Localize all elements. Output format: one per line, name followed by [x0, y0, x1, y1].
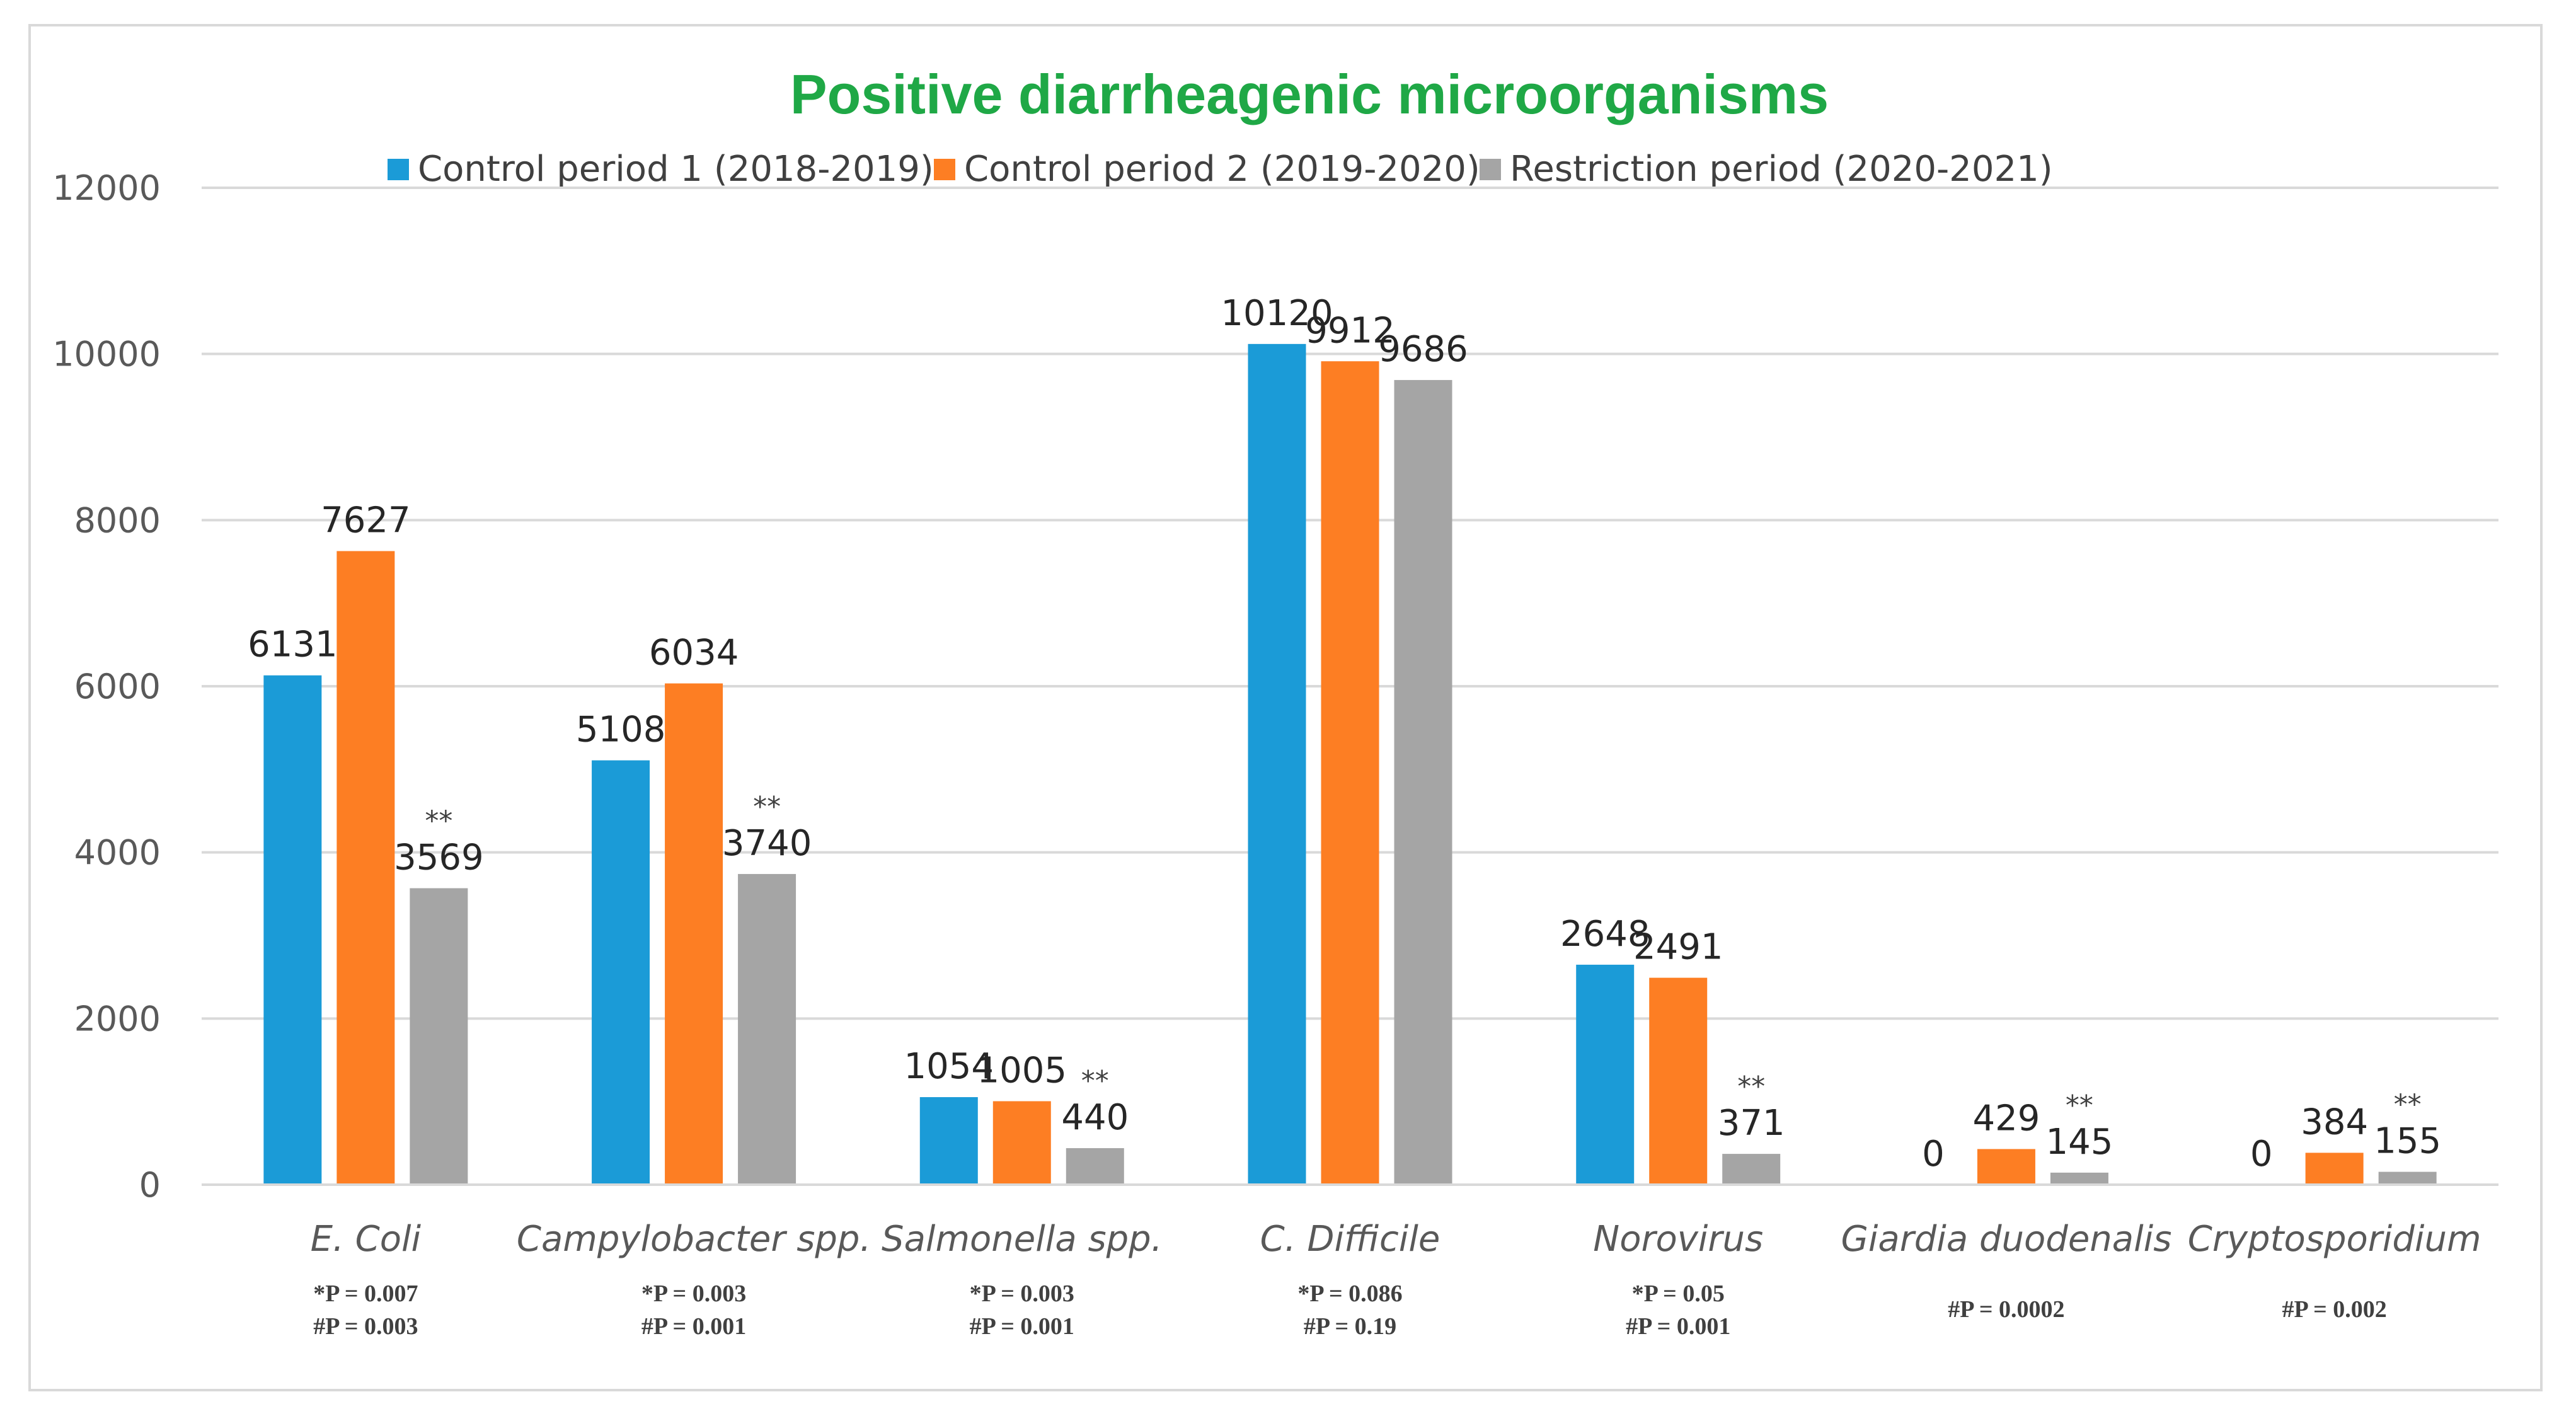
bar-campylobacter-spp-s2 — [665, 683, 723, 1185]
data-labels: 613176273569**510860343740**10541005440*… — [248, 293, 2441, 1175]
data-label: 155 — [2374, 1121, 2441, 1162]
data-label: 429 — [1972, 1098, 2040, 1139]
p-value-label: *P = 0.086 — [1297, 1280, 1402, 1307]
category-label: Campylobacter spp. — [517, 1219, 871, 1260]
bar-c-difficile-s3 — [1394, 380, 1452, 1185]
legend: Control period 1 (2018-2019) Control peri… — [388, 149, 2053, 190]
p-value-label: #P = 0.19 — [1304, 1313, 1396, 1340]
category-label: Giardia duodenalis — [1841, 1219, 2171, 1260]
x-axis: E. Coli *P = 0.007 #P = 0.003 Campylobacter… — [202, 1183, 2498, 1340]
p-value-label: *P = 0.05 — [1632, 1280, 1725, 1307]
bar-giardia-duodenalis-s2 — [1977, 1149, 2035, 1185]
bar-salmonella-spp-s1 — [919, 1097, 978, 1185]
data-label: 145 — [2045, 1122, 2113, 1163]
bar-campylobacter-spp-s1 — [592, 760, 650, 1185]
p-value-label: #P = 0.003 — [313, 1313, 418, 1340]
p-value-label: #P = 0.001 — [1626, 1313, 1730, 1340]
bar-campylobacter-spp-s3 — [738, 873, 796, 1185]
p-value-label: #P = 0.001 — [641, 1313, 746, 1340]
y-tick-label: 8000 — [74, 500, 161, 540]
p-value-label: *P = 0.003 — [970, 1280, 1074, 1307]
data-label: 0 — [2250, 1134, 2273, 1175]
significance-marker: ** — [753, 791, 781, 823]
legend-label: Restriction period (2020-2021) — [1510, 149, 2053, 190]
data-label: 7627 — [321, 500, 411, 541]
data-label: 10120 — [1221, 293, 1333, 334]
y-tick-label: 6000 — [74, 667, 161, 706]
category-label: Norovirus — [1593, 1219, 1763, 1260]
data-label: 6034 — [649, 633, 739, 674]
data-label: 6131 — [248, 624, 338, 665]
legend-swatch-restriction-period-2020-2021 — [1480, 159, 1501, 180]
data-label: 440 — [1061, 1097, 1129, 1138]
data-label: 9912 — [1305, 310, 1395, 351]
data-label: 2491 — [1633, 927, 1723, 968]
y-axis: 0 2000 4000 6000 8000 10000 12000 — [52, 168, 161, 1205]
legend-label: Control period 1 (2018-2019) — [418, 149, 934, 190]
category-label: Cryptosporidium — [2188, 1219, 2481, 1260]
data-label: 0 — [1922, 1134, 1945, 1175]
y-tick-label: 12000 — [52, 168, 161, 208]
bar-cryptosporidium-s3 — [2378, 1171, 2437, 1185]
data-label: 384 — [2301, 1102, 2368, 1142]
y-tick-label: 0 — [139, 1165, 161, 1205]
bar-c-difficile-s1 — [1248, 343, 1306, 1185]
category-label: Salmonella spp. — [882, 1219, 1162, 1260]
legend-label: Control period 2 (2019-2020) — [964, 149, 1480, 190]
bar-c-difficile-s2 — [1321, 361, 1379, 1185]
significance-marker: ** — [425, 805, 452, 837]
data-label: 3569 — [394, 837, 484, 878]
data-label: 1054 — [904, 1046, 994, 1087]
bar-norovirus-s2 — [1649, 977, 1708, 1185]
bar-cryptosporidium-s2 — [2305, 1153, 2364, 1185]
p-value-label: #P = 0.001 — [970, 1313, 1074, 1340]
p-value-label: *P = 0.007 — [313, 1280, 418, 1307]
significance-marker: ** — [1737, 1071, 1765, 1103]
data-label: 9686 — [1378, 329, 1468, 370]
data-label: 5108 — [576, 710, 666, 751]
p-value-label: #P = 0.002 — [2282, 1296, 2387, 1323]
bar-e-coli-s3 — [410, 888, 468, 1185]
y-tick-label: 2000 — [74, 999, 161, 1038]
bar-salmonella-spp-s2 — [992, 1101, 1051, 1185]
significance-marker: ** — [2394, 1089, 2422, 1121]
data-label: 371 — [1718, 1103, 1785, 1144]
bar-giardia-duodenalis-s3 — [2050, 1172, 2108, 1185]
legend-swatch-control-period-1-2018-2019 — [388, 159, 409, 180]
y-tick-label: 10000 — [52, 335, 161, 374]
bar-e-coli-s1 — [263, 675, 322, 1185]
p-value-label: *P = 0.003 — [641, 1280, 746, 1307]
p-value-label: #P = 0.0002 — [1948, 1296, 2064, 1323]
category-label: E. Coli — [311, 1219, 422, 1260]
data-label: 2648 — [1560, 914, 1650, 955]
data-label: 1005 — [977, 1050, 1067, 1091]
bar-norovirus-s1 — [1576, 964, 1635, 1185]
bar-salmonella-spp-s3 — [1066, 1148, 1124, 1185]
significance-marker: ** — [1081, 1065, 1109, 1097]
bar-e-coli-s2 — [336, 551, 395, 1185]
y-tick-label: 4000 — [74, 833, 161, 873]
significance-marker: ** — [2066, 1090, 2093, 1122]
data-label: 3740 — [722, 823, 812, 864]
legend-swatch-control-period-2-2019-2020 — [934, 159, 955, 180]
bar-norovirus-s3 — [1722, 1154, 1781, 1185]
bars — [263, 343, 2437, 1185]
category-label: C. Difficile — [1260, 1219, 1440, 1260]
chart-title: Positive diarrheagenic microorganisms — [790, 63, 1829, 125]
